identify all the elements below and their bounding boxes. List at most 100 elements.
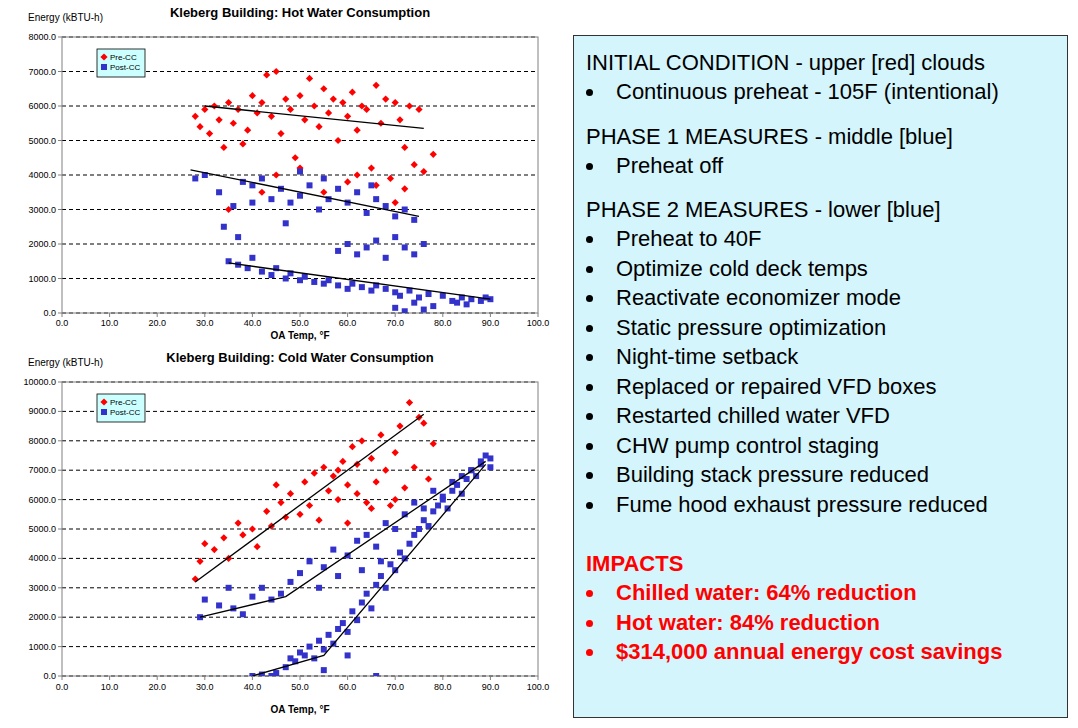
point <box>268 113 275 120</box>
point <box>326 632 332 638</box>
point <box>339 99 346 106</box>
point <box>345 241 351 247</box>
point <box>263 508 270 515</box>
point <box>202 597 208 603</box>
point <box>426 291 432 297</box>
point <box>430 151 437 158</box>
x-tick-label: 100.0 <box>527 682 550 692</box>
section-heading: IMPACTS <box>586 549 1055 578</box>
point <box>296 92 303 99</box>
point <box>330 96 337 103</box>
point <box>449 488 455 494</box>
trend-line <box>195 414 423 582</box>
point <box>335 248 341 254</box>
point <box>335 626 341 632</box>
point <box>373 196 379 202</box>
legend-label: Post-CC <box>110 408 140 417</box>
grid-line <box>62 140 538 141</box>
point <box>211 102 218 109</box>
bullet-item: $314,000 annual energy cost savings <box>586 637 1055 667</box>
point <box>307 182 313 188</box>
point <box>240 611 246 617</box>
point <box>373 582 379 588</box>
x-tick <box>204 313 205 317</box>
point <box>373 478 380 485</box>
bullet-item: Continuous preheat - 105F (intentional) <box>586 77 1055 107</box>
point <box>411 532 417 538</box>
point <box>206 130 213 137</box>
point <box>215 116 222 123</box>
point <box>235 520 242 527</box>
point <box>325 487 332 494</box>
y-tick <box>58 411 62 412</box>
point <box>373 544 379 550</box>
point <box>364 591 370 597</box>
point <box>287 200 293 206</box>
point <box>315 517 322 524</box>
y-tick <box>58 676 62 677</box>
point <box>426 523 432 529</box>
point <box>396 116 403 123</box>
x-tick-label: 90.0 <box>482 682 500 692</box>
point <box>354 490 361 497</box>
x-tick <box>395 676 396 680</box>
point <box>368 455 375 462</box>
point <box>268 196 274 202</box>
x-tick-label: 30.0 <box>196 318 214 328</box>
point <box>354 251 360 257</box>
y-tick <box>58 106 62 107</box>
point <box>421 307 427 313</box>
point <box>239 531 246 538</box>
y-tick <box>58 244 62 245</box>
bullet-item: Static pressure optimization <box>586 313 1055 343</box>
point <box>359 567 365 573</box>
point <box>344 520 351 527</box>
point <box>320 85 327 92</box>
legend-marker <box>100 53 107 60</box>
x-tick <box>157 313 158 317</box>
x-tick <box>490 313 491 317</box>
point <box>220 534 227 541</box>
bullet-item: Preheat to 40F <box>586 224 1055 254</box>
point <box>244 127 251 134</box>
point <box>192 113 199 120</box>
x-tick <box>442 676 443 680</box>
point <box>420 168 427 175</box>
y-tick <box>58 140 62 141</box>
point <box>416 294 422 300</box>
data-layer <box>192 399 494 676</box>
point <box>316 638 322 644</box>
y-tick-label: 3000.0 <box>28 205 56 215</box>
x-tick-label: 20.0 <box>148 318 166 328</box>
y-tick <box>58 175 62 176</box>
point <box>349 281 355 287</box>
point <box>277 130 284 137</box>
y-tick <box>58 646 62 647</box>
point <box>258 99 265 106</box>
y-tick-label: 6000.0 <box>28 495 56 505</box>
point <box>349 443 356 450</box>
y-axis-label: Energy (kBTU-h) <box>28 12 103 23</box>
y-axis-label: Energy (kBTU-h) <box>28 357 103 368</box>
y-tick-label: 7000.0 <box>28 67 56 77</box>
point <box>387 502 394 509</box>
point <box>239 140 246 147</box>
point <box>320 189 327 196</box>
point <box>392 99 399 106</box>
point <box>311 279 317 285</box>
grid-line <box>62 175 538 176</box>
point <box>368 605 374 611</box>
bullet-list: Preheat to 40FOptimize cold deck tempsRe… <box>586 224 1055 519</box>
point <box>392 496 399 503</box>
trend-line <box>229 263 491 299</box>
point <box>226 585 232 591</box>
point <box>307 644 313 650</box>
y-tick <box>58 278 62 279</box>
point <box>411 300 417 306</box>
bullet-list: Continuous preheat - 105F (intentional) <box>586 77 1055 107</box>
section-heading: INITIAL CONDITION - upper [red] clouds <box>586 48 1055 77</box>
chart: 0.01000.02000.03000.04000.05000.06000.07… <box>28 5 549 341</box>
point <box>259 269 265 275</box>
point <box>364 244 370 250</box>
point <box>225 99 232 106</box>
